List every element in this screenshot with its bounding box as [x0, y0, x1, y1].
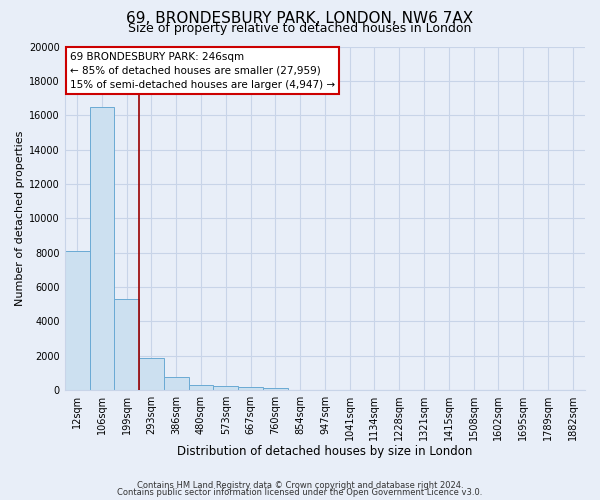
- Bar: [139, 358, 164, 390]
- Bar: [164, 377, 188, 390]
- Bar: [238, 388, 263, 390]
- Bar: [214, 386, 238, 390]
- Bar: [188, 385, 214, 390]
- Bar: [89, 106, 115, 390]
- Text: Contains HM Land Registry data © Crown copyright and database right 2024.: Contains HM Land Registry data © Crown c…: [137, 481, 463, 490]
- Bar: [115, 299, 139, 390]
- Text: Contains public sector information licensed under the Open Government Licence v3: Contains public sector information licen…: [118, 488, 482, 497]
- Bar: [263, 388, 288, 390]
- Text: 69, BRONDESBURY PARK, LONDON, NW6 7AX: 69, BRONDESBURY PARK, LONDON, NW6 7AX: [127, 11, 473, 26]
- X-axis label: Distribution of detached houses by size in London: Distribution of detached houses by size …: [177, 444, 473, 458]
- Bar: [65, 251, 89, 390]
- Y-axis label: Number of detached properties: Number of detached properties: [15, 130, 25, 306]
- Text: Size of property relative to detached houses in London: Size of property relative to detached ho…: [128, 22, 472, 35]
- Text: 69 BRONDESBURY PARK: 246sqm
← 85% of detached houses are smaller (27,959)
15% of: 69 BRONDESBURY PARK: 246sqm ← 85% of det…: [70, 52, 335, 90]
